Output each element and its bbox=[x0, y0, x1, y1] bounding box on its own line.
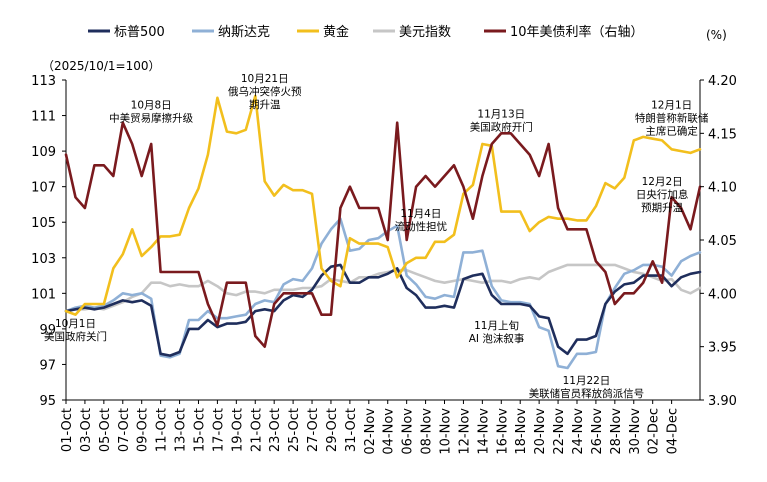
x-tick-label: 29-Oct bbox=[325, 408, 340, 452]
annotation-text: 12月1日 bbox=[651, 99, 692, 111]
series-line-sp500 bbox=[64, 263, 702, 357]
legend-label-ust10: 10年美债利率（右轴） bbox=[510, 24, 644, 40]
x-tick-label: 31-Oct bbox=[344, 408, 359, 452]
x-tick-label: 02-Nov bbox=[363, 408, 378, 455]
annotation-text: 期升温 bbox=[249, 99, 281, 111]
right-y-axis: 3.90 3.95 4.00 4.05 4.10 4.15 4.20 bbox=[700, 74, 737, 409]
x-tick-label: 27-Oct bbox=[306, 408, 321, 452]
left-tick-label: 101 bbox=[31, 287, 56, 302]
annotation-text: 美国政府关门 bbox=[44, 330, 107, 343]
right-tick-label: 3.95 bbox=[708, 341, 737, 356]
x-tick-label: 11-Oct bbox=[155, 408, 170, 452]
x-tick-label: 05-Oct bbox=[98, 408, 113, 452]
x-tick-label: 24-Nov bbox=[571, 408, 586, 455]
annotation-text: AI 泡沫叙事 bbox=[469, 332, 525, 345]
right-tick-label: 4.10 bbox=[708, 181, 737, 196]
legend-label-gold: 黄金 bbox=[323, 24, 349, 40]
annotation-text: 日央行加息 bbox=[636, 188, 689, 201]
x-tick-label: 19-Oct bbox=[230, 408, 245, 452]
right-tick-label: 4.00 bbox=[708, 287, 737, 302]
x-tick-label: 04-Nov bbox=[382, 408, 397, 455]
x-tick-label: 22-Nov bbox=[552, 408, 567, 455]
x-tick-label: 02-Dec bbox=[647, 408, 662, 454]
left-tick-label: 95 bbox=[39, 394, 56, 409]
x-tick-label: 07-Oct bbox=[117, 408, 132, 452]
series-line-gold bbox=[64, 94, 702, 316]
annotation-text: 10月8日 bbox=[131, 99, 172, 111]
annotation-text: 11月13日 bbox=[477, 108, 525, 120]
x-tick-label: 01-Oct bbox=[60, 408, 75, 452]
legend-label-sp500: 标普500 bbox=[114, 25, 165, 40]
annotation-text: 美联储官员释放鸽派信号 bbox=[529, 387, 645, 400]
x-tick-label: 12-Nov bbox=[457, 408, 472, 455]
legend-label-nasdaq: 纳斯达克 bbox=[218, 25, 270, 40]
x-tick-label: 03-Oct bbox=[79, 408, 94, 452]
x-tick-label: 13-Oct bbox=[174, 408, 189, 452]
annotation-text: 11月22日 bbox=[563, 375, 611, 387]
right-axis-note: (%) bbox=[706, 28, 727, 42]
left-tick-label: 103 bbox=[31, 252, 56, 267]
x-tick-label: 09-Oct bbox=[136, 408, 151, 452]
left-tick-label: 111 bbox=[31, 110, 56, 125]
legend: 标普500 纳斯达克 黄金 美元指数 10年美债利率（右轴） bbox=[88, 24, 644, 40]
left-tick-label: 105 bbox=[31, 216, 56, 231]
right-tick-label: 4.20 bbox=[708, 74, 737, 89]
annotation-text: 俄乌冲突停火预 bbox=[228, 85, 302, 98]
annotation-text: 10月21日 bbox=[241, 73, 289, 85]
left-tick-label: 97 bbox=[39, 358, 56, 373]
annotation-text: 11月4日 bbox=[400, 208, 441, 220]
annotation-text: 美国政府开门 bbox=[470, 120, 533, 133]
left-tick-label: 109 bbox=[31, 145, 56, 160]
annotation-text: 12月2日 bbox=[642, 176, 683, 188]
x-tick-label: 18-Nov bbox=[514, 408, 529, 455]
x-tick-label: 25-Oct bbox=[287, 408, 302, 452]
series-line-nasdaq bbox=[64, 217, 702, 370]
x-tick-label: 14-Nov bbox=[476, 408, 491, 455]
series-line-ust10 bbox=[64, 121, 702, 348]
x-tick-label: 28-Nov bbox=[609, 408, 624, 455]
right-tick-label: 4.15 bbox=[708, 127, 737, 142]
annotation-text: 预期升温 bbox=[641, 202, 683, 214]
annotation-text: 主席已确定 bbox=[645, 124, 698, 137]
legend-label-dxy: 美元指数 bbox=[399, 25, 451, 40]
plot-area bbox=[64, 80, 702, 401]
annotation-text: 10月1日 bbox=[55, 318, 96, 330]
annotations: 10月8日中美贸易摩擦升级10月21日俄乌冲突停火预期升温11月4日流动性担忧1… bbox=[44, 73, 709, 400]
right-tick-label: 4.05 bbox=[708, 234, 737, 249]
x-tick-label: 17-Oct bbox=[211, 408, 226, 452]
x-tick-label: 06-Nov bbox=[401, 408, 416, 455]
annotation-text: 中美贸易摩擦升级 bbox=[109, 111, 193, 124]
x-tick-label: 20-Nov bbox=[533, 408, 548, 455]
x-tick-label: 26-Nov bbox=[590, 408, 605, 455]
annotation-text: 11月上旬 bbox=[474, 319, 519, 332]
series-line-dxy bbox=[64, 263, 702, 313]
annotation-text: 特朗普称新联储 bbox=[635, 111, 709, 124]
x-tick-label: 08-Nov bbox=[420, 408, 435, 455]
right-tick-label: 3.90 bbox=[708, 394, 737, 409]
x-tick-label: 21-Oct bbox=[249, 408, 264, 452]
left-y-axis: 95 97 99 101 103 105 107 109 111 113 bbox=[31, 74, 66, 409]
x-tick-label: 10-Nov bbox=[439, 408, 454, 455]
x-tick-label: 04-Dec bbox=[666, 408, 681, 454]
x-tick-label: 30-Nov bbox=[628, 408, 643, 455]
left-tick-label: 99 bbox=[39, 323, 56, 338]
left-tick-label: 107 bbox=[31, 181, 56, 196]
x-tick-label: 23-Oct bbox=[268, 408, 283, 452]
left-tick-label: 113 bbox=[31, 74, 56, 89]
left-axis-note: （2025/10/1=100） bbox=[42, 59, 161, 73]
x-axis: 01-Oct 03-Oct 05-Oct 07-Oct 09-Oct 11-Oct 13-O… bbox=[60, 400, 681, 455]
x-tick-label: 15-Oct bbox=[192, 408, 207, 452]
annotation-text: 流动性担忧 bbox=[395, 220, 448, 233]
x-tick-label: 16-Nov bbox=[495, 408, 510, 455]
